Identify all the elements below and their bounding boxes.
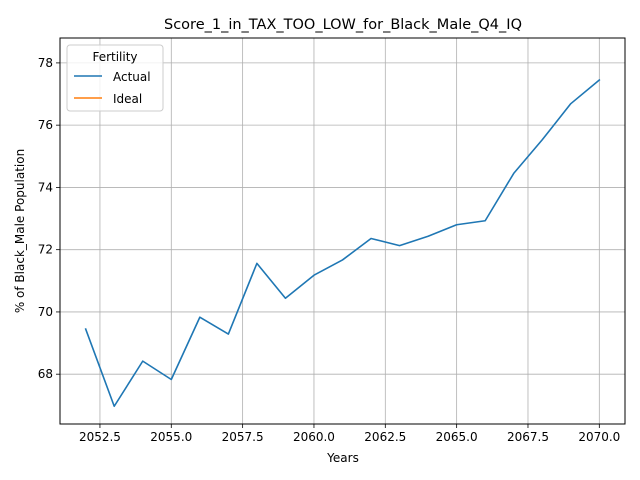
legend-label-ideal: Ideal <box>113 92 142 106</box>
x-tick-label: 2062.5 <box>364 430 406 444</box>
y-tick-label: 68 <box>38 367 53 381</box>
y-tick-label: 70 <box>38 305 53 319</box>
grid <box>60 38 625 424</box>
y-tick-label: 74 <box>38 180 53 194</box>
legend-box <box>66 44 164 112</box>
x-tick-label: 2055.0 <box>150 430 192 444</box>
legend-label-actual: Actual <box>113 70 151 84</box>
y-axis-label: % of Black_Male Population <box>13 149 27 313</box>
y-axis-ticks: 68 70 72 74 76 78 <box>38 56 60 381</box>
y-tick-label: 76 <box>38 118 53 132</box>
x-tick-label: 2065.0 <box>436 430 478 444</box>
x-tick-label: 2052.5 <box>79 430 121 444</box>
plot-area-frame <box>59 37 626 425</box>
chart-title: Score_1_in_TAX_TOO_LOW_for_Black_Male_Q4… <box>164 17 522 33</box>
x-axis-label: Years <box>326 451 359 465</box>
x-tick-label: 2060.0 <box>293 430 335 444</box>
series-line-actual <box>84 78 601 408</box>
y-tick-label: 72 <box>38 243 53 257</box>
x-axis-ticks: 2052.5 2055.0 2057.5 2060.0 2062.5 2065.0 2067… <box>79 424 620 444</box>
legend: Fertility Actual Ideal <box>66 44 164 112</box>
x-tick-label: 2070.0 <box>578 430 620 444</box>
legend-title: Fertility <box>92 50 137 64</box>
x-tick-label: 2067.5 <box>507 430 549 444</box>
plot-lines <box>84 78 601 408</box>
x-tick-label: 2057.5 <box>222 430 264 444</box>
y-tick-label: 78 <box>38 56 53 70</box>
